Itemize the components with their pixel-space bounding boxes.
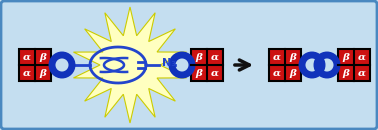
Polygon shape xyxy=(73,7,187,123)
Text: α: α xyxy=(273,53,281,61)
Text: β: β xyxy=(290,53,296,61)
Text: α: α xyxy=(211,69,219,77)
Text: α: α xyxy=(358,53,366,61)
Text: β: β xyxy=(40,69,46,77)
Text: β: β xyxy=(342,69,349,77)
Bar xyxy=(191,49,223,81)
Text: β: β xyxy=(195,53,203,61)
Text: α: α xyxy=(23,69,31,77)
Text: α: α xyxy=(273,69,281,77)
Text: α: α xyxy=(358,69,366,77)
Text: β: β xyxy=(342,53,349,61)
Bar xyxy=(338,49,370,81)
Text: N₃: N₃ xyxy=(162,58,176,68)
FancyBboxPatch shape xyxy=(1,1,377,129)
Text: β: β xyxy=(195,69,203,77)
Text: α: α xyxy=(211,53,219,61)
Text: β: β xyxy=(40,53,46,61)
Text: β: β xyxy=(290,69,296,77)
Bar xyxy=(269,49,301,81)
Bar xyxy=(19,49,51,81)
Text: α: α xyxy=(23,53,31,61)
